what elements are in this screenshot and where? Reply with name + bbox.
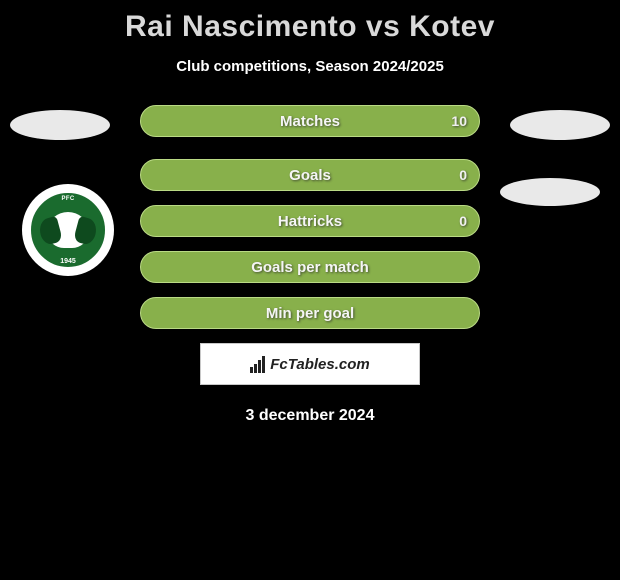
stat-value-right: 0 [459,213,467,229]
page-subtitle: Club competitions, Season 2024/2025 [0,58,620,75]
stat-label: Matches [280,113,340,130]
stat-row-goals-per-match: Goals per match [140,251,480,283]
stat-label: Min per goal [266,305,354,322]
brand-badge[interactable]: FcTables.com [200,343,420,385]
club-badge-year: 1945 [60,258,76,265]
player1-avatar-placeholder [10,110,110,140]
stat-label: Hattricks [278,213,342,230]
stat-row-hattricks: Hattricks 0 [140,205,480,237]
top-stat-row: Matches 10 [0,105,620,145]
player2-avatar-placeholder [510,110,610,140]
stat-pill: Hattricks 0 [140,205,480,237]
club-badge-arc-text: PFC [62,196,75,202]
stat-pill: Matches 10 [140,105,480,137]
stat-row-min-per-goal: Min per goal [140,297,480,329]
stat-row-matches: Matches 10 [140,105,480,137]
infographic-root: Rai Nascimento vs Kotev Club competition… [0,0,620,580]
stat-pill: Goals 0 [140,159,480,191]
club-badge-eagle-icon [48,212,88,248]
club-badge-left: PFC 1945 [22,184,114,276]
stat-value-right: 10 [451,113,467,129]
club-badge-inner: PFC 1945 [28,190,108,270]
stat-pill: Goals per match [140,251,480,283]
footer-date: 3 december 2024 [0,407,620,425]
stat-row-goals: Goals 0 [140,159,480,191]
stat-label: Goals [289,167,331,184]
stat-pill: Min per goal [140,297,480,329]
club-badge-right-placeholder [500,178,600,206]
stat-label: Goals per match [251,259,369,276]
bar-chart-icon [250,356,266,373]
page-title: Rai Nascimento vs Kotev [0,0,620,44]
brand-text: FcTables.com [270,356,369,373]
stat-value-right: 0 [459,167,467,183]
